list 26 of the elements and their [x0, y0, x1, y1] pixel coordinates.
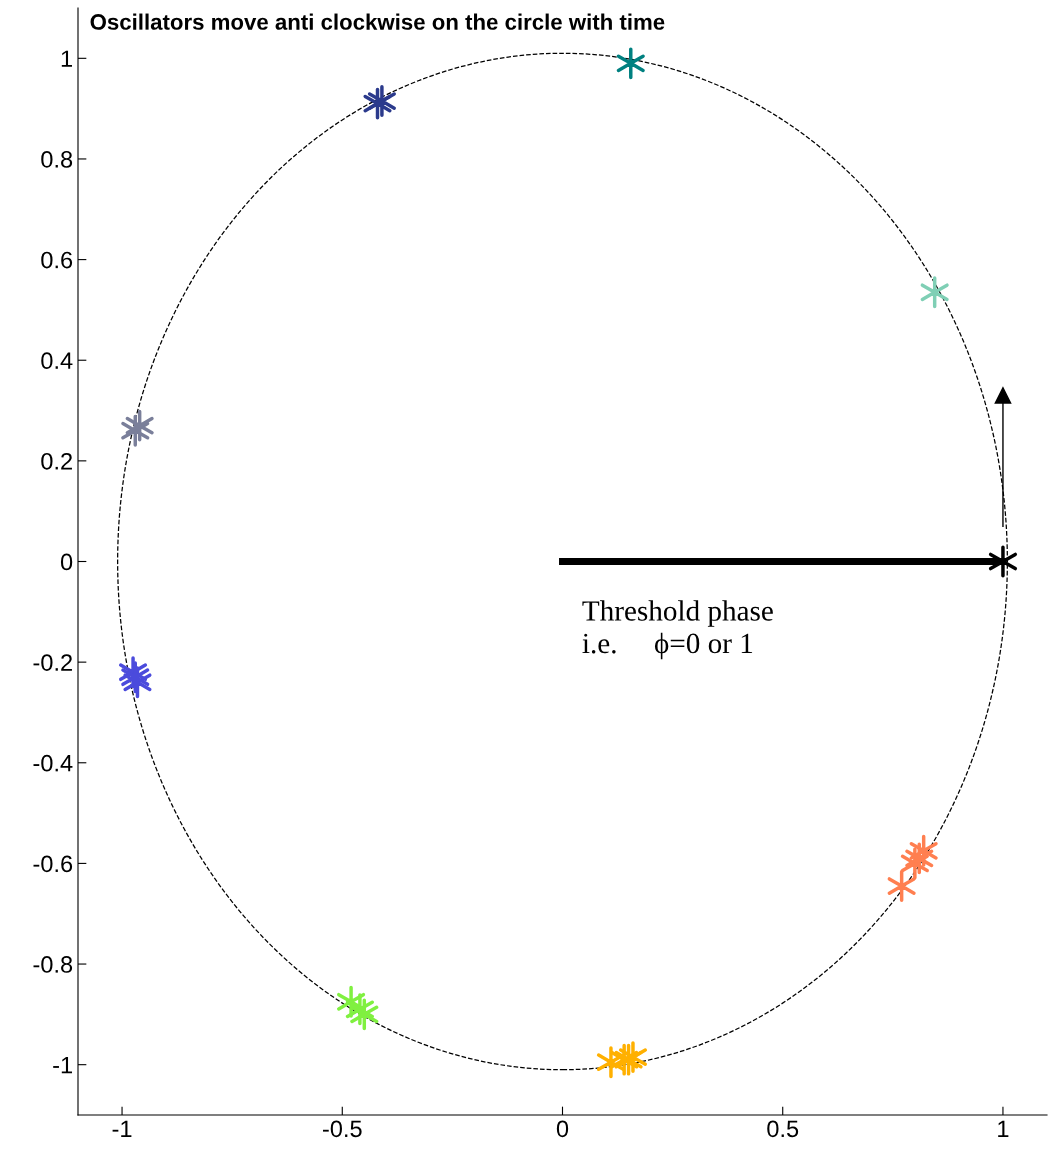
- point: [616, 47, 645, 80]
- y-tick-label: -0.8: [33, 956, 73, 973]
- point: [920, 276, 949, 309]
- point: [345, 993, 374, 1026]
- y-tick-label: -0.4: [33, 754, 73, 772]
- point: [994, 387, 1012, 404]
- point: [905, 842, 934, 875]
- y-tick-label: 0.8: [41, 151, 73, 168]
- y-tick-label: -0.6: [33, 855, 73, 873]
- y-tick-label: 0.6: [41, 251, 73, 269]
- y-tick-label: 1: [61, 50, 72, 67]
- point: [887, 870, 916, 903]
- y-tick-label: -1: [53, 1056, 72, 1074]
- x-tick-label: 0.5: [767, 1120, 799, 1138]
- y-tick-label: 0.4: [41, 352, 73, 370]
- chart-title: Oscillators move anti clockwise on the circle with time: [90, 13, 665, 30]
- y-tick-label: 0.2: [41, 452, 72, 470]
- x-tick-label: -0.5: [322, 1120, 362, 1138]
- y-tick-label: -0.2: [33, 654, 72, 671]
- x-tick-label: 1: [998, 1120, 1009, 1137]
- annotation: Threshold phase i.e. ϕ=0 or 1: [582, 600, 773, 660]
- y-tick-label: 0: [60, 553, 73, 571]
- x-tick-label: -1: [112, 1120, 132, 1137]
- point: [988, 545, 1018, 578]
- x-tick-label: 0: [556, 1120, 569, 1138]
- point: [125, 409, 154, 442]
